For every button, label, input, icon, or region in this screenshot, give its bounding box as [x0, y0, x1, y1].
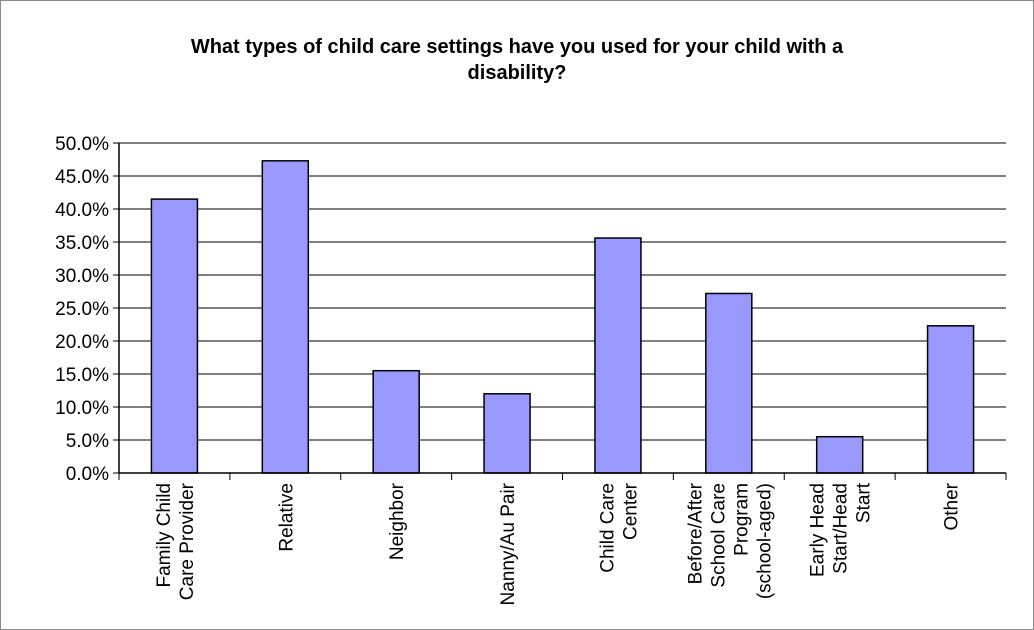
x-category-label: Relative: [276, 483, 297, 552]
bar: [594, 237, 642, 474]
bar: [372, 369, 420, 474]
y-tick-label: 45.0%: [55, 167, 109, 188]
bar: [483, 393, 531, 474]
bars: [150, 160, 975, 474]
y-tick-labels: 0.0% 5.0% 10.0% 15.0% 20.0% 25.0% 30.0% 35.0% 40…: [55, 134, 109, 485]
y-tick-label: 40.0%: [55, 200, 109, 221]
x-category-label-line: Family Child: [154, 483, 175, 588]
x-category-label: Family Child Care Provider: [154, 482, 198, 600]
x-category-label-line: Neighbor: [387, 482, 408, 560]
bar: [815, 435, 864, 474]
x-category-label-line: Relative: [276, 483, 297, 552]
chart-title-line-2: disability?: [468, 62, 567, 84]
y-tick-label: 10.0%: [55, 398, 109, 419]
x-category-label-line: Nanny/Au Pair: [498, 482, 519, 605]
x-category-label-line: Child Care: [597, 483, 618, 573]
y-tick-label: 30.0%: [55, 266, 109, 287]
x-category-label: Neighbor: [387, 482, 408, 560]
x-category-label: Nanny/Au Pair: [498, 482, 519, 605]
bar: [150, 198, 199, 474]
x-category-label-line: Start/Head: [831, 483, 852, 574]
gridlines: [119, 142, 1006, 441]
x-category-label-line: Early Head: [808, 483, 829, 577]
x-category-label: Child Care Center: [597, 482, 641, 572]
x-category-label-line: Care Provider: [177, 482, 198, 600]
chart-title-line-1: What types of child care settings have y…: [191, 36, 844, 58]
x-category-label: Before/After School Care Program (school-ag…: [685, 482, 775, 599]
x-category-label: Other: [942, 482, 963, 530]
y-tick-label: 20.0%: [55, 332, 109, 353]
y-tick-label: 35.0%: [55, 233, 109, 254]
x-category-label-line: School Care: [708, 483, 729, 588]
y-tick-label: 0.0%: [66, 464, 109, 485]
bar: [926, 325, 975, 474]
x-category-label-line: Before/After: [685, 482, 706, 584]
x-category-label-line: Start: [854, 482, 875, 523]
x-category-label-line: Other: [942, 482, 963, 530]
bar: [705, 292, 753, 474]
y-tick-label: 50.0%: [55, 134, 109, 155]
y-tick-label: 5.0%: [66, 431, 109, 452]
x-category-label: Early Head Start/Head Start: [808, 482, 875, 577]
axes: [113, 142, 1007, 480]
y-tick-label: 25.0%: [55, 299, 109, 320]
y-tick-label: 15.0%: [55, 365, 109, 386]
bar: [261, 160, 310, 474]
x-category-labels: Family Child Care Provider Relative Neighbo…: [154, 482, 963, 605]
x-category-label-line: Program: [731, 483, 752, 556]
x-category-label-line: (school-aged): [754, 483, 775, 599]
x-category-label-line: Center: [620, 482, 641, 540]
